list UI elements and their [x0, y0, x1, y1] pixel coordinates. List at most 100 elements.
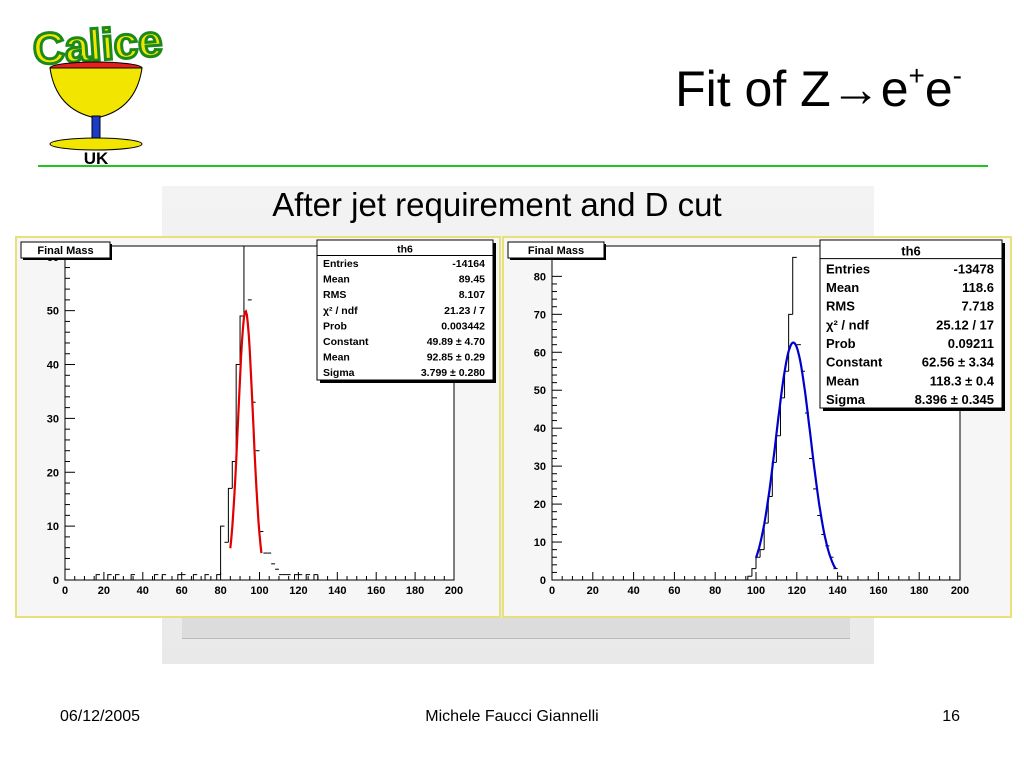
logo-cup — [49, 67, 143, 119]
x-tick-label: 160 — [367, 585, 385, 597]
x-tick-label: 200 — [445, 585, 463, 597]
calice-uk-logo: Calice UK — [30, 15, 166, 168]
y-tick-label: 80 — [534, 271, 546, 283]
slide-subtitle: After jet requirement and D cut — [272, 186, 722, 223]
stats-box — [316, 239, 494, 381]
histogram-bin — [227, 487, 233, 543]
stats-row-value: 118.6 — [962, 280, 994, 295]
y-tick-label: 30 — [47, 413, 59, 425]
stats-row-value: 3.799 ± 0.280 — [421, 367, 485, 379]
y-tick-label: 10 — [47, 521, 59, 533]
histogram-plot-right: 0 20 40 60 80 100 120 140 160 180 200 0 10 20 30 40 50 60… — [507, 239, 1005, 597]
hist-title: Final Mass — [37, 245, 93, 257]
stats-box-name: th6 — [397, 244, 413, 256]
histogram-bin — [313, 574, 318, 580]
stats-row-value: 89.45 — [459, 274, 485, 286]
x-tick-label: 120 — [788, 585, 806, 597]
histogram-bin — [115, 574, 120, 580]
stats-row-label: Prob — [323, 320, 347, 332]
y-tick-label: 50 — [534, 385, 546, 397]
stats-row-label: Constant — [826, 355, 883, 370]
logo-text: Calice — [31, 17, 164, 75]
histogram-canvas-left: 0204060801001201401601802000102030405060… — [15, 236, 501, 618]
stats-row-value: 0.003442 — [441, 320, 485, 332]
x-tick-label: 20 — [98, 585, 110, 597]
histogram-bin — [192, 574, 198, 580]
x-tick-label: 200 — [951, 585, 969, 597]
x-tick-label: 160 — [869, 585, 887, 597]
y-tick-label: 50 — [47, 306, 59, 318]
histogram-bin — [95, 574, 101, 580]
x-tick-label: 100 — [250, 585, 268, 597]
logo-subtext: UK — [84, 149, 109, 168]
stats-row-label: RMS — [826, 299, 855, 314]
gaussian-fit-curve — [754, 341, 837, 570]
stats-row-value: 7.718 — [961, 299, 994, 314]
x-tick-label: 120 — [289, 585, 307, 597]
histogram-bin — [153, 574, 159, 580]
x-tick-label: 60 — [176, 585, 188, 597]
title-sup-plus: + — [908, 60, 925, 91]
slide-title: Fit of Z→e+e- — [675, 61, 962, 117]
logo-base — [49, 137, 143, 151]
stats-row-label: Mean — [826, 280, 859, 295]
stats-box — [819, 239, 1003, 409]
stats-row-value: 25.12 / 17 — [936, 317, 994, 332]
x-tick-label: 100 — [747, 585, 765, 597]
y-tick-label: 10 — [534, 537, 546, 549]
x-tick-label: 20 — [587, 585, 599, 597]
stats-row-value: 118.3 ± 0.4 — [930, 373, 995, 388]
y-tick-label: 30 — [534, 461, 546, 473]
stats-row-label: Sigma — [323, 367, 355, 379]
x-tick-label: 180 — [406, 585, 424, 597]
stats-box-name: th6 — [901, 244, 921, 259]
y-tick-label: 0 — [540, 575, 546, 587]
histogram-bin — [294, 574, 299, 580]
x-tick-label: 180 — [910, 585, 928, 597]
histogram-plot-left: 0204060801001201401601802000102030405060… — [20, 239, 496, 597]
y-tick-label: 0 — [53, 575, 59, 587]
histogram-bin — [235, 364, 241, 462]
histogram-bin — [305, 574, 311, 580]
title-sup-minus: - — [952, 60, 962, 91]
x-tick-label: 60 — [668, 585, 680, 597]
histogram-bin — [161, 574, 167, 580]
y-tick-label: 60 — [534, 347, 546, 359]
x-tick-label: 40 — [627, 585, 639, 597]
stats-row-value: 8.396 ± 0.345 — [915, 392, 994, 407]
stats-row-label: Sigma — [826, 392, 866, 407]
stats-row-value: 62.56 ± 3.34 — [922, 355, 995, 370]
stats-row-label: Mean — [323, 274, 350, 286]
histogram-bin — [216, 574, 221, 580]
stats-row-label: Prob — [826, 336, 856, 351]
y-tick-label: 40 — [534, 423, 546, 435]
x-tick-label: 0 — [549, 585, 555, 597]
title-text: Fit of Z→e — [675, 61, 909, 117]
stats-row-value: 92.85 ± 0.29 — [427, 351, 485, 363]
y-tick-label: 20 — [534, 499, 546, 511]
y-tick-label: 70 — [534, 309, 546, 321]
stats-row-value: 21.23 / 7 — [444, 305, 485, 317]
footer-page-number: 16 — [942, 708, 960, 725]
histogram-canvas-right: 0 20 40 60 80 100 120 140 160 180 200 0 10 20 30 40 50 60… — [502, 236, 1012, 618]
x-tick-label: 80 — [214, 585, 226, 597]
stats-row-value: 8.107 — [459, 289, 485, 301]
histogram-bin — [792, 256, 797, 315]
screenshot-statusbar — [182, 618, 850, 639]
histogram-bin — [204, 574, 209, 580]
title-text-e: e — [924, 61, 953, 117]
hist-title-box — [507, 241, 605, 259]
x-tick-label: 140 — [828, 585, 846, 597]
stats-row-label: χ² / ndf — [323, 305, 358, 317]
footer-author: Michele Faucci Giannelli — [425, 708, 599, 725]
histogram-bin — [177, 574, 182, 580]
histogram-bin — [231, 460, 237, 489]
title-rule — [38, 165, 988, 167]
histogram-bin — [243, 245, 248, 317]
histogram-bin — [130, 574, 136, 580]
hist-title-box — [20, 241, 111, 259]
stats-row-label: Entries — [323, 258, 359, 270]
x-tick-label: 0 — [62, 585, 68, 597]
y-tick-label: 40 — [47, 360, 59, 372]
stats-row-label: Constant — [323, 336, 369, 348]
